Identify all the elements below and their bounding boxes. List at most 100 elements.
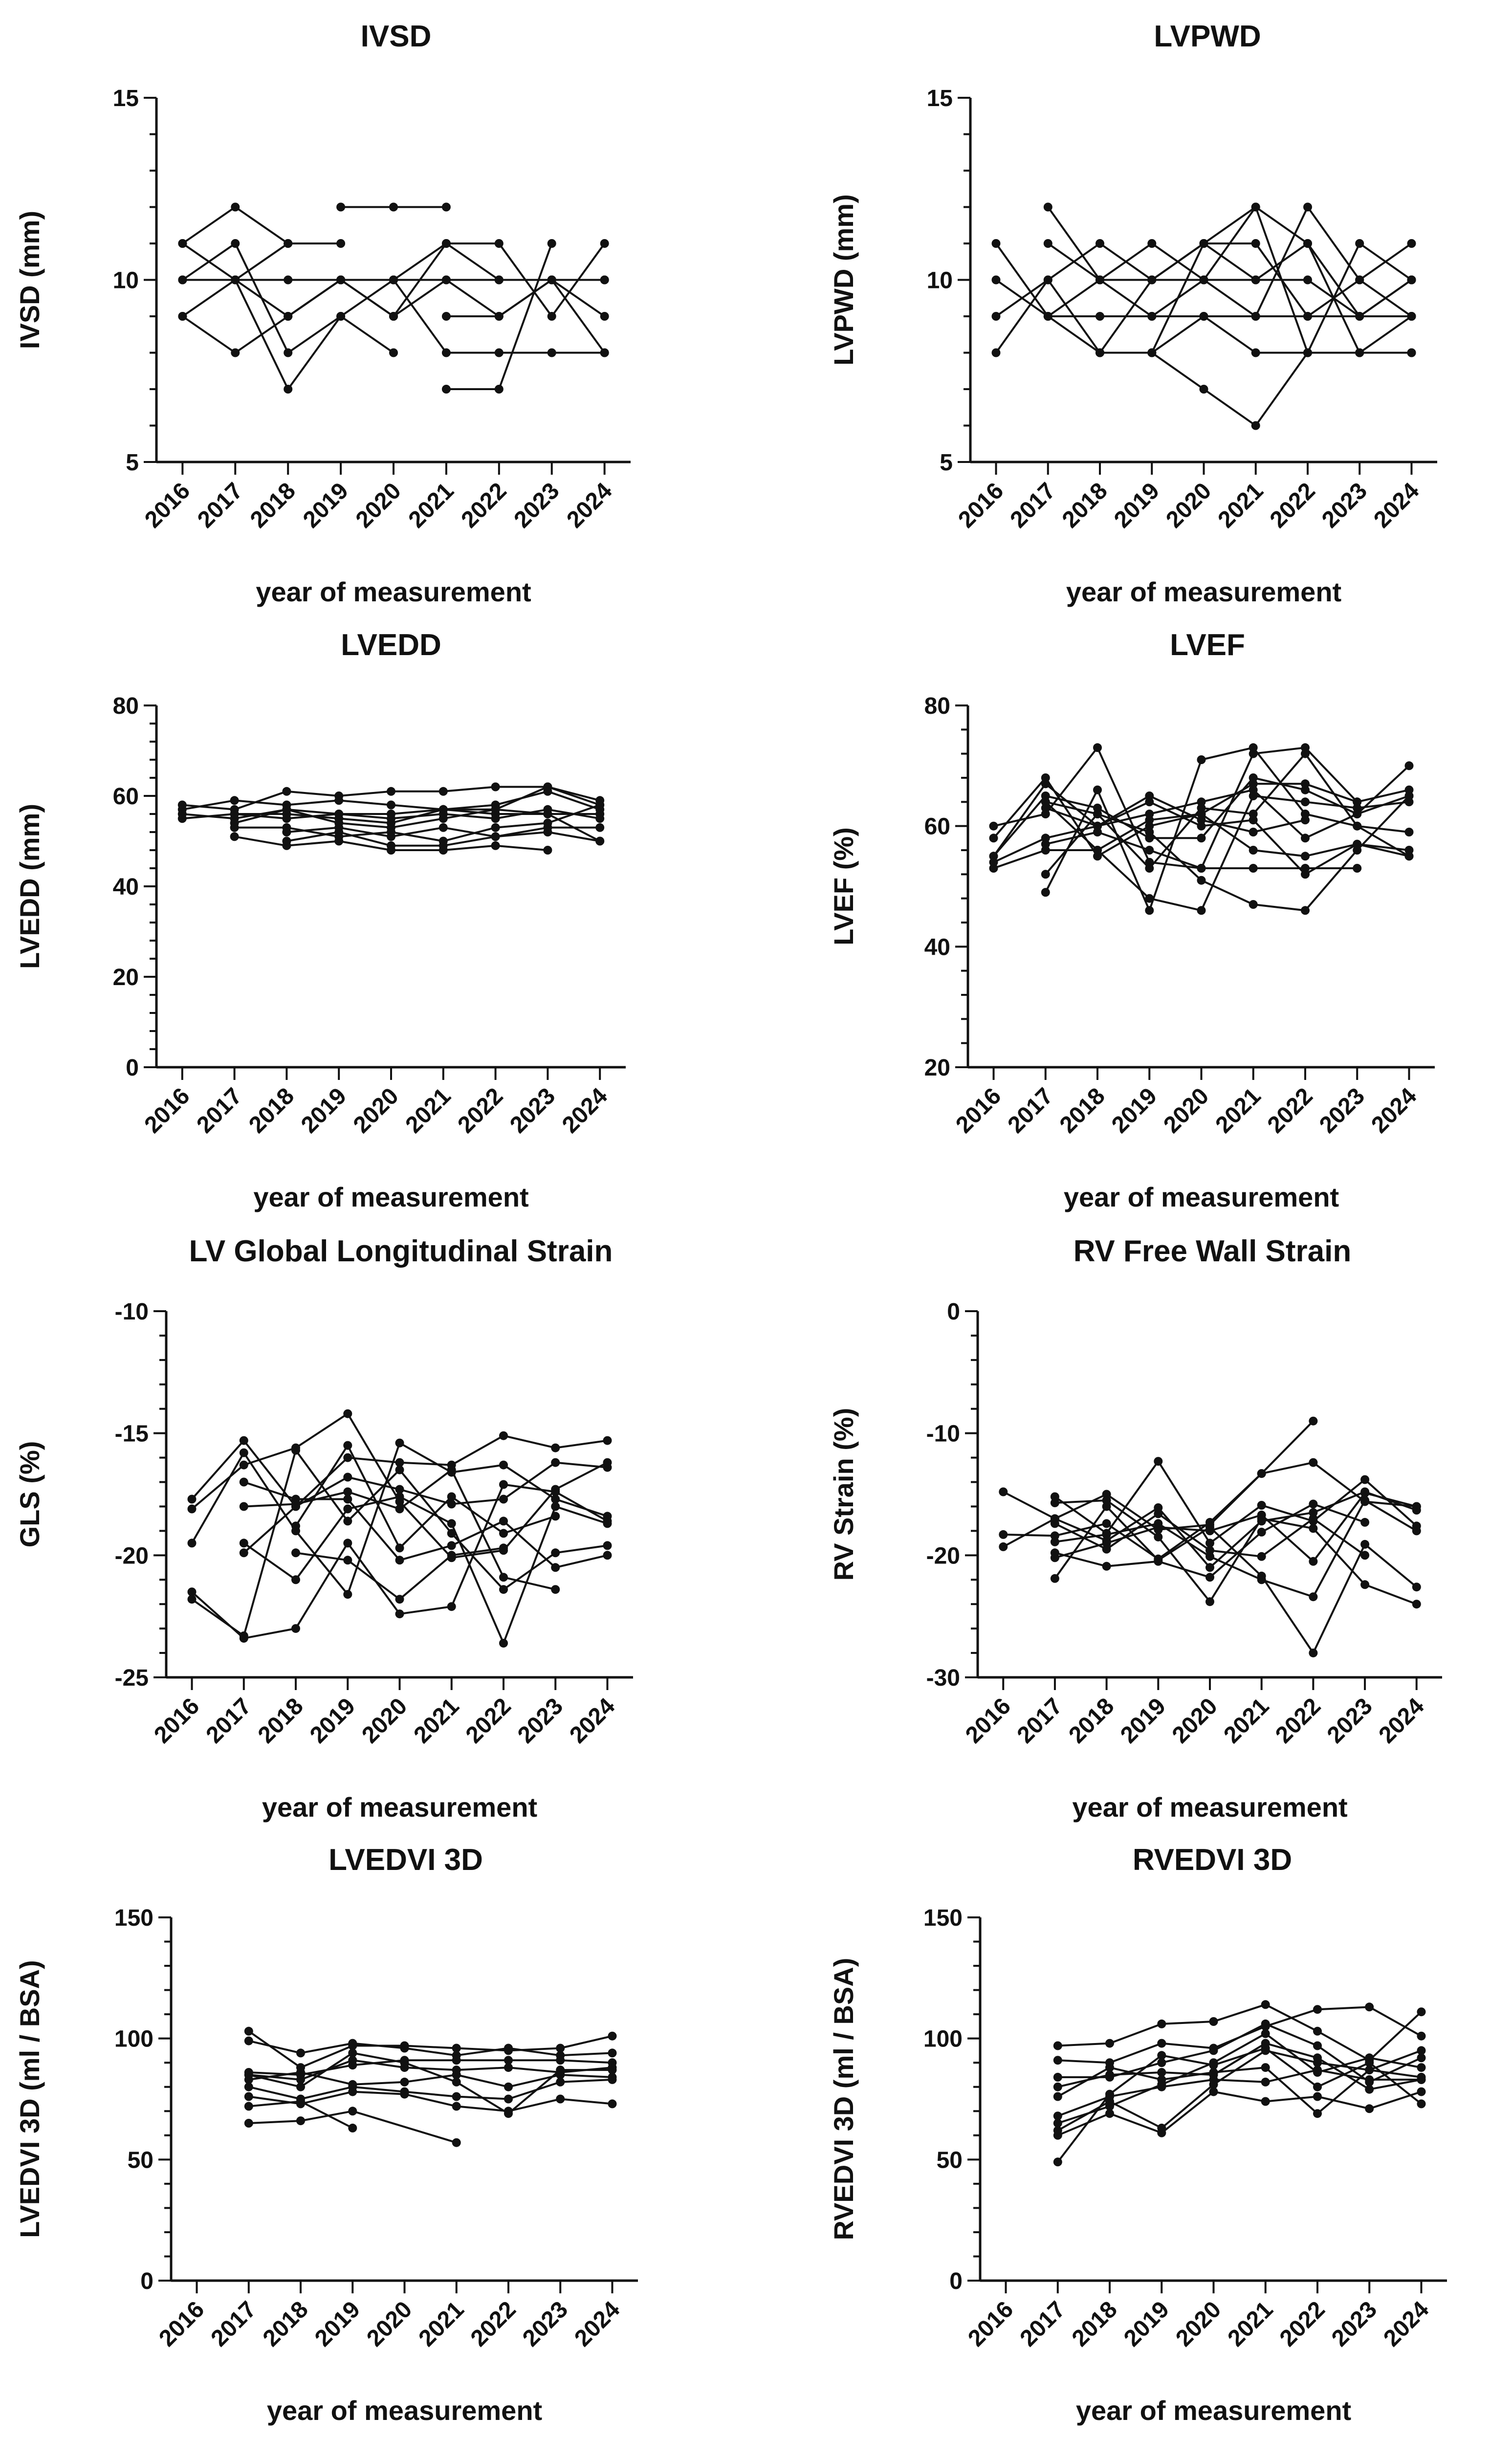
- chart-title: LV Global Longitudinal Strain: [189, 1234, 613, 1268]
- data-point: [989, 834, 998, 843]
- x-tick-label: 2017: [206, 2296, 262, 2352]
- series-line: [992, 783, 1409, 876]
- data-point: [1261, 2022, 1270, 2031]
- data-point: [1309, 1499, 1318, 1509]
- data-point: [1041, 779, 1050, 789]
- data-point: [1301, 870, 1310, 879]
- data-point: [491, 782, 500, 791]
- y-tick-label: -20: [115, 1543, 149, 1569]
- data-point: [1043, 275, 1052, 285]
- data-point: [400, 2044, 409, 2053]
- y-tick-label: 15: [113, 86, 139, 111]
- data-point: [1102, 1490, 1111, 1499]
- data-point: [395, 1497, 404, 1506]
- data-point: [1365, 2075, 1374, 2084]
- series-line: [191, 1412, 608, 1559]
- x-tick-label: 2022: [1265, 478, 1320, 533]
- data-point: [1096, 348, 1104, 357]
- data-point: [991, 275, 1001, 285]
- data-point: [595, 836, 605, 846]
- data-point: [239, 1436, 248, 1445]
- data-point: [343, 1441, 352, 1450]
- data-point: [244, 2119, 253, 2128]
- data-point: [1096, 312, 1104, 321]
- data-point: [400, 2058, 409, 2067]
- data-point: [1197, 821, 1206, 831]
- data-point: [556, 2044, 565, 2053]
- data-point: [551, 1548, 560, 1558]
- data-point: [1199, 385, 1208, 394]
- data-point: [1301, 797, 1310, 807]
- data-point: [395, 1556, 404, 1565]
- y-tick-label: -10: [115, 1299, 149, 1325]
- x-tick-label: 2024: [562, 478, 617, 533]
- data-point: [244, 2036, 253, 2045]
- data-point: [282, 805, 291, 814]
- data-point: [291, 1575, 300, 1584]
- data-point: [1093, 785, 1102, 794]
- x-tick-label: 2020: [349, 1083, 404, 1138]
- data-point: [1313, 2005, 1322, 2014]
- series-line: [1057, 2006, 1422, 2064]
- y-tick-label: 10: [927, 268, 953, 294]
- data-point: [1355, 239, 1364, 248]
- data-point: [1093, 743, 1102, 752]
- data-point: [1096, 348, 1104, 357]
- series-line: [995, 206, 1412, 353]
- data-point: [1043, 312, 1052, 321]
- x-tick-label: 2022: [453, 1083, 508, 1138]
- data-point: [491, 841, 500, 850]
- data-point: [1197, 803, 1206, 813]
- data-point: [282, 841, 291, 850]
- data-point: [296, 2063, 305, 2072]
- data-point: [551, 1563, 560, 1572]
- data-point: [187, 1587, 197, 1597]
- series-line: [286, 831, 600, 847]
- data-point: [603, 1512, 612, 1521]
- data-point: [999, 1542, 1008, 1551]
- data-point: [547, 275, 556, 285]
- data-point: [1205, 1539, 1214, 1548]
- x-tick-label: 2020: [1171, 2296, 1226, 2352]
- data-point: [1053, 2082, 1062, 2091]
- data-point: [336, 275, 346, 285]
- data-point: [387, 800, 395, 810]
- data-point: [244, 2026, 253, 2036]
- y-tick-label: 0: [140, 2268, 153, 2294]
- series-line: [295, 1444, 556, 1549]
- data-point: [504, 2044, 513, 2053]
- data-point: [499, 1639, 508, 1648]
- series-line: [182, 786, 600, 824]
- data-point: [1251, 202, 1260, 212]
- y-tick-label: -25: [115, 1665, 149, 1691]
- data-point: [1205, 1552, 1214, 1561]
- data-point: [282, 810, 291, 818]
- y-tick-label: 40: [113, 874, 139, 900]
- data-point: [336, 275, 346, 285]
- data-point: [296, 2097, 305, 2106]
- data-point: [447, 1519, 456, 1528]
- series-line: [234, 242, 606, 390]
- data-point: [1096, 348, 1104, 357]
- data-point: [1041, 803, 1050, 813]
- data-point: [230, 805, 239, 814]
- data-point: [1251, 275, 1260, 285]
- data-point: [387, 846, 395, 855]
- data-point: [348, 2056, 357, 2065]
- data-point: [1050, 1514, 1059, 1523]
- series-line: [1045, 795, 1306, 833]
- data-point: [296, 2048, 305, 2058]
- data-point: [1157, 2068, 1166, 2077]
- data-point: [447, 1602, 456, 1611]
- data-point: [989, 852, 998, 861]
- data-point: [1197, 797, 1206, 807]
- x-tick-label: 2017: [1012, 1693, 1068, 1748]
- chart-title: RVEDVI 3D: [1133, 1843, 1292, 1877]
- data-point: [1261, 2063, 1270, 2072]
- data-point: [1261, 2044, 1270, 2053]
- data-point: [499, 1431, 508, 1440]
- data-point: [1157, 2082, 1166, 2091]
- data-point: [452, 2138, 461, 2147]
- y-tick-label: 100: [114, 2026, 153, 2052]
- chart-title: RV Free Wall Strain: [1074, 1234, 1352, 1268]
